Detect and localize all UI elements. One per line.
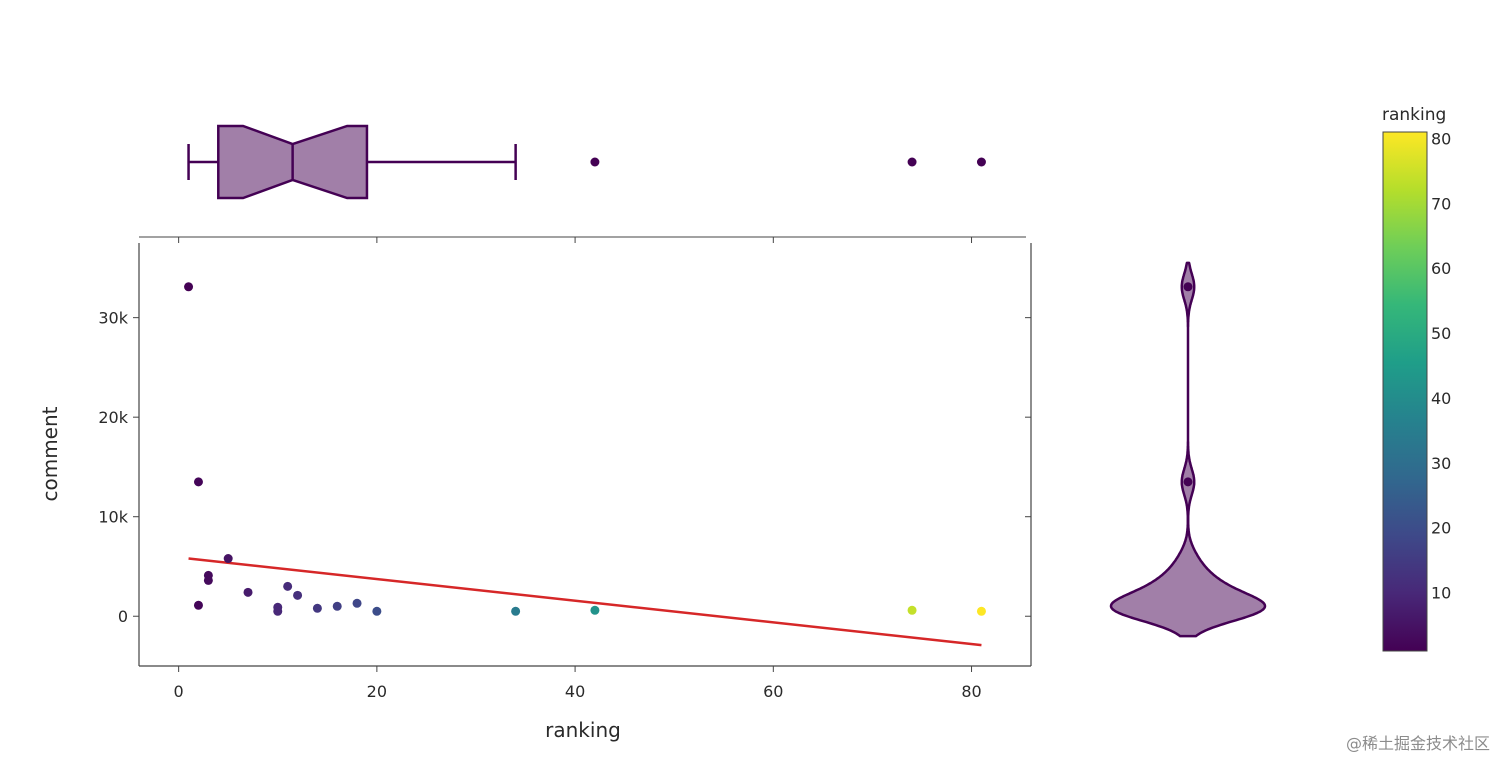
scatter-point xyxy=(243,587,253,597)
scatter-point xyxy=(223,554,233,564)
x-axis-title: ranking xyxy=(545,718,621,742)
colorbar-tick-label: 40 xyxy=(1431,389,1451,408)
y-axis-title: comment xyxy=(38,406,62,501)
scatter-points xyxy=(184,282,986,616)
scatter-point xyxy=(184,282,194,292)
scatter-point xyxy=(193,477,203,487)
trendline xyxy=(188,557,982,647)
box-outlier xyxy=(590,157,600,167)
violin-point xyxy=(1183,477,1193,487)
scatter-point xyxy=(273,606,283,616)
y-tick-label: 10k xyxy=(98,508,128,527)
scatter-plot: 0 20 40 60 80 0 10k 20k 30k ranking comment xyxy=(38,243,1032,742)
violin-point xyxy=(1183,282,1193,292)
scatter-point xyxy=(193,600,203,610)
scatter-point xyxy=(590,605,600,615)
x-tick-label: 40 xyxy=(565,682,585,701)
y-tick-label: 0 xyxy=(118,607,128,626)
y-axis-ticks: 0 10k 20k 30k xyxy=(98,309,1031,626)
colorbar-tick-label: 50 xyxy=(1431,324,1451,343)
colorbar-tick-label: 70 xyxy=(1431,194,1451,213)
scatter-point xyxy=(352,598,362,608)
x-tick-label: 0 xyxy=(174,682,184,701)
watermark: @稀土掘金技术社区 xyxy=(1346,734,1490,753)
scatter-point xyxy=(372,606,382,616)
box-tick-marks xyxy=(178,237,973,243)
y-tick-label: 20k xyxy=(98,408,128,427)
marginal-violin-plot xyxy=(1109,261,1267,638)
x-axis-ticks: 0 20 40 60 80 xyxy=(174,666,982,701)
x-tick-label: 20 xyxy=(367,682,387,701)
scatter-point xyxy=(332,601,342,611)
x-tick-label: 80 xyxy=(961,682,981,701)
box-outliers xyxy=(590,157,986,167)
violin-points xyxy=(1183,282,1193,487)
box-outlier xyxy=(976,157,986,167)
scatter-point xyxy=(511,606,521,616)
scatter-point xyxy=(293,590,303,600)
colorbar-tick-label: 80 xyxy=(1431,129,1451,148)
colorbar-tick-label: 30 xyxy=(1431,454,1451,473)
colorbar-title: ranking xyxy=(1382,105,1446,125)
marginal-box-plot xyxy=(139,124,1026,243)
colorbar-tick-label: 20 xyxy=(1431,519,1451,538)
colorbar-ticks: 10 20 30 40 50 60 70 80 xyxy=(1431,129,1451,602)
violin-body xyxy=(1109,261,1267,638)
scatter-point xyxy=(203,575,213,585)
colorbar-tick-label: 10 xyxy=(1431,584,1451,603)
scatter-point xyxy=(907,605,917,615)
colorbar-gradient xyxy=(1382,131,1428,652)
y-tick-label: 30k xyxy=(98,309,128,328)
colorbar: ranking 10 20 30 40 50 60 70 80 xyxy=(1382,105,1451,652)
colorbar-tick-label: 60 xyxy=(1431,259,1451,278)
scatter-point xyxy=(976,606,986,616)
scatter-point xyxy=(283,581,293,591)
scatter-point xyxy=(312,603,322,613)
box-outlier xyxy=(907,157,917,167)
x-tick-label: 60 xyxy=(763,682,783,701)
